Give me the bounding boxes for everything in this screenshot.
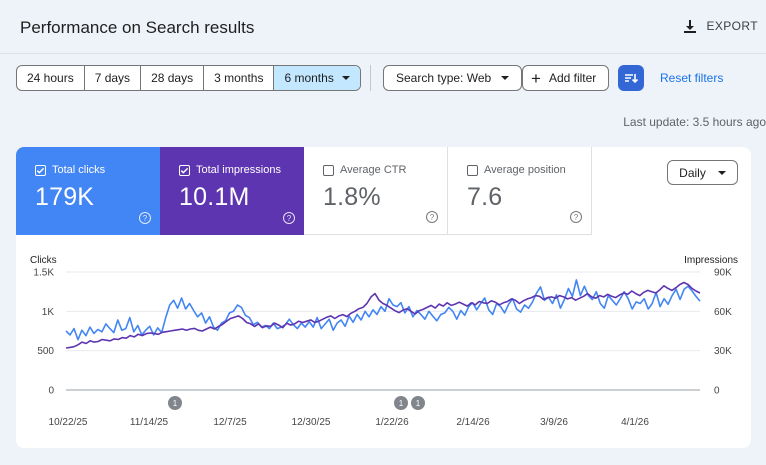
checkbox-unchecked-icon[interactable] [323,164,334,176]
metric-average-position[interactable]: Average position 7.6 ? [448,147,592,235]
page-title: Performance on Search results [20,18,255,37]
range-7-days[interactable]: 7 days [85,66,142,90]
annotation-label: 1 [399,399,404,408]
left-axis-title: Clicks [30,255,57,266]
search-type-dropdown[interactable]: Search type: Web [383,65,523,91]
plus-icon: + [531,68,541,88]
impressions-series-line [65,281,701,349]
annotation-label: 1 [416,399,421,408]
x-tick-label: 10/22/25 [49,417,88,428]
range-label: 28 days [151,71,194,85]
annotation-marker [411,396,425,410]
range-label: 24 hours [27,71,74,85]
x-tick-label: 1/22/26 [375,417,409,428]
chevron-down-icon [717,170,726,175]
metric-value: 179K [35,183,95,211]
clicks-series-line [65,279,701,341]
range-label: 7 days [94,71,131,85]
x-tick-label: 11/14/25 [130,417,169,428]
reset-filters-link[interactable]: Reset filters [660,71,724,85]
help-icon[interactable]: ? [570,211,582,223]
export-button[interactable]: EXPORT [682,18,758,34]
annotation-marker [168,396,182,410]
right-tick-label: 0 [714,386,720,397]
range-label: 3 months [214,71,264,85]
range-label: 6 months [284,71,334,85]
x-tick-label: 4/1/26 [621,417,649,428]
header-divider [0,53,766,54]
metric-label: Total impressions [196,164,281,176]
metric-total-clicks[interactable]: Total clicks 179K ? [16,147,160,235]
date-range-group: 24 hours 7 days 28 days 3 months 6 month… [16,65,361,91]
chevron-down-icon [341,76,350,80]
add-filter-label: Add filter [548,71,597,85]
metric-value: 10.1M [179,183,250,211]
metric-average-ctr[interactable]: Average CTR 1.8% ? [304,147,448,235]
last-update-text: Last update: 3.5 hours ago [623,115,766,129]
chevron-down-icon [501,76,510,80]
range-3-months[interactable]: 3 months [204,66,275,90]
export-label: EXPORT [706,19,758,33]
download-icon [684,20,697,33]
performance-chart: Clicks Impressions 1.5K 90K 1K 60K 500 30K 0 0 10/… [30,255,738,428]
help-icon[interactable]: ? [426,211,438,223]
checkbox-checked-icon[interactable] [35,164,46,176]
left-tick-label: 1.5K [33,268,54,279]
left-tick-label: 500 [37,346,54,357]
left-tick-label: 1K [42,307,55,318]
metric-label: Average position [484,164,566,176]
x-tick-label: 12/30/25 [292,417,331,428]
performance-card: Total clicks 179K ? Total impressions 10… [16,147,751,448]
annotation-marker [394,396,408,410]
right-tick-label: 30K [714,346,732,357]
metric-label: Average CTR [340,164,407,176]
range-24-hours[interactable]: 24 hours [17,66,85,90]
metric-value: 7.6 [467,183,503,211]
search-type-label: Search type: Web [396,71,492,85]
x-tick-label: 2/14/26 [456,417,490,428]
annotation-label: 1 [173,399,178,408]
checkbox-unchecked-icon[interactable] [467,164,478,176]
metric-value: 1.8% [323,183,381,211]
right-tick-label: 90K [714,268,732,279]
range-6-months[interactable]: 6 months [274,66,360,90]
right-axis-title: Impressions [684,255,738,266]
right-tick-label: 60K [714,307,732,318]
granularity-label: Daily [679,165,706,180]
filter-list-icon [625,74,639,84]
granularity-dropdown[interactable]: Daily [667,160,738,185]
checkbox-checked-icon[interactable] [179,164,190,176]
filter-settings-button[interactable] [618,65,644,91]
toolbar-divider [370,65,371,91]
left-tick-label: 0 [48,386,54,397]
x-tick-label: 3/9/26 [540,417,568,428]
metric-label: Total clicks [52,164,106,176]
x-tick-label: 12/7/25 [213,417,247,428]
metric-total-impressions[interactable]: Total impressions 10.1M ? [160,147,304,235]
help-icon[interactable]: ? [283,212,295,224]
add-filter-button[interactable]: + Add filter [522,65,610,91]
help-icon[interactable]: ? [139,212,151,224]
range-28-days[interactable]: 28 days [141,66,205,90]
